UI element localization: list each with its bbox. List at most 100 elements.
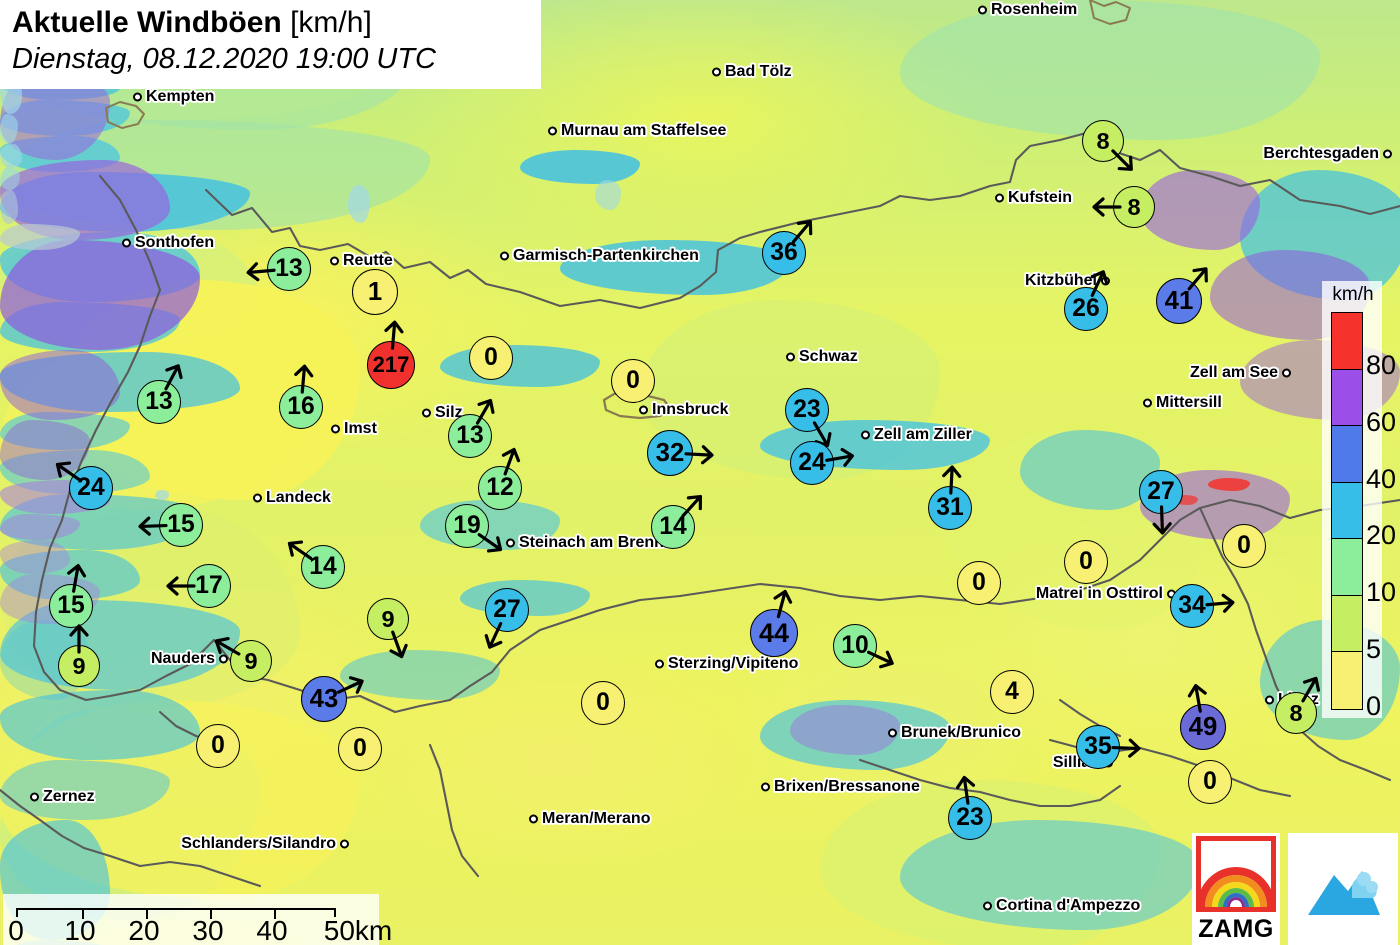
station-value: 14 [651, 505, 695, 549]
legend-tick-10: 10 [1366, 577, 1397, 608]
city-label: Murnau am Staffelsee [561, 122, 727, 139]
station-value: 0 [1064, 540, 1108, 584]
station-marker[interactable]: 24 [790, 441, 855, 485]
city-label: Sterzing/Vipiteno [668, 655, 799, 672]
station-marker[interactable]: 9 [367, 598, 409, 659]
city-dot-icon [1143, 398, 1152, 408]
city-dot-icon [1265, 695, 1274, 705]
station-marker[interactable]: 1 [352, 269, 398, 315]
city-label: Brunek/Brunico [901, 724, 1022, 741]
mountain-cloud-icon [1308, 871, 1380, 915]
station-value: 32 [647, 430, 693, 476]
city-label: Kempten [146, 88, 215, 105]
station-value: 8 [1082, 120, 1124, 162]
scale-label-50km: 50km [323, 915, 393, 945]
station-marker[interactable]: 27 [484, 588, 529, 649]
station-marker[interactable]: 13 [448, 398, 495, 458]
station-marker[interactable]: 23 [785, 388, 832, 448]
city-label: Matrei in Osttirol [1035, 585, 1163, 602]
city-label: Mittersill [1156, 394, 1222, 411]
station-marker[interactable]: 43 [301, 676, 364, 722]
station-value: 13 [448, 414, 492, 458]
station-marker[interactable]: 14 [287, 540, 345, 589]
station-marker[interactable]: 49 [1180, 683, 1226, 750]
station-marker[interactable]: 16 [279, 364, 323, 429]
zamg-rainbow-icon [1196, 836, 1276, 912]
station-value: 24 [790, 441, 834, 485]
station-marker[interactable]: 8 [1082, 120, 1133, 171]
station-marker[interactable]: 15 [49, 563, 93, 628]
station-marker[interactable]: 0 [1064, 540, 1108, 584]
station-value: 13 [267, 247, 311, 291]
title-box: Aktuelle Windböen [km/h] Dienstag, 08.12… [0, 0, 541, 89]
station-marker[interactable]: 36 [762, 220, 813, 275]
legend-tick-80: 80 [1366, 349, 1397, 380]
station-value: 15 [49, 584, 93, 628]
station-value: 23 [785, 388, 829, 432]
city-label: Zell am See [1189, 364, 1278, 381]
station-marker[interactable]: 10 [833, 624, 894, 669]
city-label: Imst [344, 420, 377, 437]
station-marker[interactable]: 0 [338, 727, 382, 771]
city-dot-icon [500, 251, 509, 261]
station-marker[interactable]: 19 [445, 504, 503, 553]
legend-band-0x5 [1332, 652, 1362, 709]
city-label: Brixen/Bressanone [774, 778, 920, 795]
station-marker[interactable]: 26 [1064, 270, 1109, 331]
station-value: 24 [69, 466, 113, 510]
station-marker[interactable]: 34 [1170, 584, 1235, 628]
station-marker[interactable]: 9 [214, 636, 272, 682]
station-value: 19 [445, 504, 489, 548]
station-value: 10 [833, 624, 877, 668]
station-marker[interactable]: 24 [55, 461, 113, 510]
station-marker[interactable]: 8 [1275, 676, 1321, 734]
station-marker[interactable]: 0 [1222, 524, 1266, 568]
city-dot-icon [655, 659, 664, 669]
station-value: 44 [750, 609, 798, 657]
station-marker[interactable]: 41 [1156, 267, 1208, 324]
city-label: Kufstein [1008, 189, 1072, 206]
city-dot-icon [639, 405, 648, 415]
legend-band-10x20 [1332, 539, 1362, 596]
legend-tick-40: 40 [1366, 463, 1397, 494]
station-value: 14 [301, 545, 345, 589]
city-label: Nauders [150, 650, 215, 667]
station-value: 8 [1275, 692, 1317, 734]
station-value: 0 [1188, 760, 1232, 804]
city-dot-icon [712, 67, 721, 77]
station-marker[interactable]: 0 [469, 336, 513, 380]
station-marker[interactable]: 0 [196, 724, 240, 768]
station-marker[interactable]: 13 [137, 364, 183, 424]
station-marker[interactable]: 0 [957, 561, 1001, 605]
station-marker[interactable]: 217 [367, 320, 415, 389]
city-label: Innsbruck [652, 401, 729, 418]
station-marker[interactable]: 9 [58, 624, 100, 687]
legend-band-5x10 [1332, 595, 1362, 653]
city-dot-icon [761, 782, 770, 792]
station-marker[interactable]: 27 [1139, 470, 1183, 535]
city-dot-icon [1383, 149, 1392, 159]
station-marker[interactable]: 13 [246, 247, 311, 291]
station-marker[interactable]: 23 [948, 775, 992, 840]
station-marker[interactable]: 31 [928, 465, 972, 530]
scale-label-40: 40 [256, 915, 288, 945]
scale-label-30: 30 [192, 915, 224, 945]
city-dot-icon [253, 493, 262, 503]
city-dot-icon [995, 193, 1004, 203]
station-marker[interactable]: 0 [611, 359, 655, 403]
station-marker[interactable]: 35 [1076, 725, 1141, 769]
city-label: Garmisch-Partenkirchen [513, 247, 699, 264]
station-marker[interactable]: 0 [581, 681, 625, 725]
station-marker[interactable]: 17 [166, 564, 231, 608]
station-value: 8 [1113, 186, 1155, 228]
station-marker[interactable]: 4 [990, 670, 1034, 714]
station-marker[interactable]: 14 [651, 494, 702, 549]
station-marker[interactable]: 32 [647, 430, 714, 476]
legend-tick-5: 5 [1366, 634, 1382, 665]
city-dot-icon [1101, 276, 1110, 286]
station-marker[interactable]: 15 [138, 503, 203, 547]
station-marker[interactable]: 0 [1188, 760, 1232, 804]
station-marker[interactable]: 44 [750, 589, 798, 657]
map-title-unit: [km/h] [290, 6, 372, 39]
station-marker[interactable]: 8 [1092, 186, 1155, 228]
